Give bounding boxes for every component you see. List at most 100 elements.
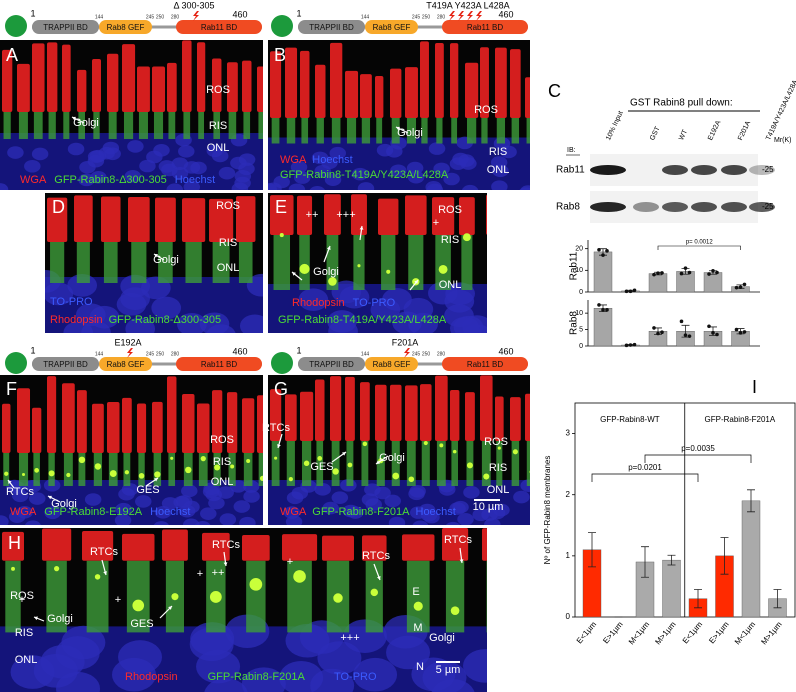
nucleus (67, 142, 85, 156)
structure-label: RIS (213, 456, 231, 468)
gfp-puncta (347, 462, 353, 468)
stain-legend: Rhodopsin GFP-Rabin8-F201A TO-PRO (125, 671, 377, 683)
bar (741, 500, 761, 618)
gfp-puncta (413, 601, 423, 611)
structure-label: +++ (340, 632, 359, 644)
mr-label: Mr(K) (774, 137, 792, 144)
outer-segment (525, 77, 530, 118)
domain-diagram: TRAPPII BD Rab8 GEF Rab11 BD 1 144 245 250 280 4… (271, 337, 528, 374)
outer-segment (442, 528, 469, 561)
domain-label: Rab11 BD (201, 23, 238, 32)
nucleus (8, 510, 26, 523)
gfp-puncta (154, 471, 161, 478)
nucleus (7, 146, 24, 159)
outer-segment (101, 196, 121, 242)
panel-letter: I (752, 377, 757, 397)
nucleus (357, 182, 375, 190)
y-tick-label: 0 (579, 343, 583, 350)
gfp-puncta (230, 464, 235, 469)
gfp-puncta (423, 440, 428, 446)
arrow-head (223, 562, 228, 566)
inner-segment (511, 441, 520, 486)
residue-boundary: 280 (437, 351, 446, 357)
micrograph: B ROS RIS ONL Golgi WGA Hoechst GFP-Rabin8-T419… (268, 40, 530, 190)
residue-boundary: 144 (361, 14, 370, 20)
inner-segment (451, 118, 458, 144)
stain-label: WGA (10, 506, 37, 518)
nucleus (365, 498, 382, 511)
inner-segment (198, 453, 208, 486)
outer-segment (182, 394, 195, 453)
domain-label: TRAPPII BD (43, 23, 88, 32)
structure-label: +++ (336, 209, 355, 221)
nucleus (339, 285, 370, 309)
blot-band (749, 202, 775, 212)
stain-label: Hoechst (150, 506, 190, 518)
structure-label: ONL (211, 476, 234, 488)
structure-label: ROS (206, 84, 230, 96)
stain-label: WGA (20, 174, 47, 186)
inner-segment (228, 112, 237, 139)
outer-segment (405, 385, 418, 441)
data-point (711, 268, 715, 273)
outer-segment (92, 58, 102, 112)
structure-label: ONL (15, 654, 38, 666)
outer-segment (285, 394, 297, 441)
arrow-head (154, 254, 158, 258)
inner-segment (243, 453, 253, 486)
y-tick-label: 3 (566, 429, 571, 438)
stain-label: TO-PRO (353, 297, 396, 309)
outer-segment (197, 403, 210, 453)
gfp-puncta (246, 459, 251, 464)
domain (32, 20, 99, 34)
y-tick-label: 10 (575, 310, 583, 317)
nucleus (44, 506, 61, 520)
arrow-head (342, 452, 346, 456)
nucleus (376, 143, 394, 157)
outer-segment (435, 43, 444, 118)
gfp-puncta (132, 599, 145, 612)
nucleus (161, 497, 179, 510)
stain-label: Hoechst (416, 506, 456, 518)
gfp-puncta (4, 471, 9, 476)
lane-label: WT (678, 128, 689, 141)
domain (298, 20, 365, 34)
nucleus (290, 160, 308, 174)
data-point (679, 271, 684, 276)
residue-boundary: 144 (95, 351, 104, 357)
arrow-head (414, 280, 418, 284)
outer-segment (330, 42, 343, 119)
outer-segment (300, 391, 314, 441)
stain-legend: Rhodopsin GFP-Rabin8-Δ300-305 (50, 314, 221, 326)
nucleus (112, 657, 157, 692)
inner-segment (238, 242, 253, 283)
inner-segment (286, 118, 296, 144)
structure-label: ONL (207, 142, 230, 154)
nucleus (182, 518, 200, 525)
structure-label: ROS (474, 104, 498, 116)
inner-segment (153, 112, 164, 139)
inner-segment (406, 560, 430, 633)
inner-segment (3, 453, 10, 486)
outer-segment (257, 66, 263, 112)
domain (176, 20, 262, 34)
outer-segment (465, 392, 475, 441)
blot-title: GST Rabin8 pull down: (630, 98, 733, 109)
outer-segment (74, 195, 93, 242)
structure-label: Golgi (313, 266, 339, 278)
inner-segment (435, 235, 451, 290)
arrow-head (48, 495, 52, 500)
row-label: Rab8 (556, 202, 580, 213)
gfp-puncta (48, 470, 55, 477)
data-point (660, 330, 664, 335)
y-axis-label: Rab8 (569, 311, 580, 335)
gfp-puncta (249, 577, 263, 591)
mutation-marker (458, 11, 464, 21)
structure-label: M (413, 622, 422, 634)
nucleus (298, 288, 329, 312)
mutation-label: Δ 300-305 (173, 0, 214, 10)
gfp-puncta (438, 264, 448, 274)
row-label: Rab11 (556, 165, 585, 176)
